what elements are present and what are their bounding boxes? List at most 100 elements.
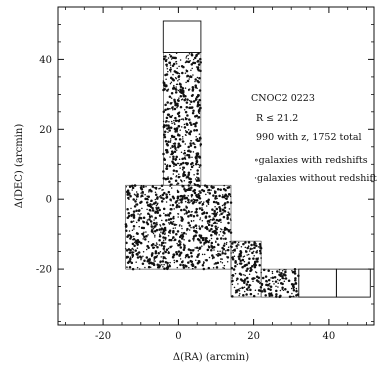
galaxy-without-redshift-point <box>200 201 202 203</box>
galaxy-with-redshift-point <box>165 149 169 152</box>
galaxy-with-redshift-point <box>176 230 180 233</box>
annotation-counts: 990 with z, 1752 total <box>256 132 362 143</box>
galaxy-with-redshift-point <box>267 269 270 273</box>
galaxy-without-redshift-point <box>168 193 171 196</box>
galaxy-without-redshift-point <box>158 266 161 269</box>
galaxy-with-redshift-point <box>184 95 187 98</box>
galaxy-with-redshift-point <box>125 229 128 233</box>
galaxy-without-redshift-point <box>236 243 239 245</box>
galaxy-without-redshift-point <box>182 153 185 155</box>
galaxy-with-redshift-point <box>132 213 135 216</box>
galaxy-with-redshift-point <box>165 165 169 168</box>
galaxy-without-redshift-point <box>214 196 217 199</box>
galaxy-without-redshift-point <box>151 255 153 258</box>
galaxy-without-redshift-point <box>175 61 177 63</box>
galaxy-with-redshift-point <box>168 229 172 233</box>
y-tick-label: 20 <box>39 125 52 136</box>
galaxy-without-redshift-point <box>177 133 179 135</box>
galaxy-with-redshift-point <box>178 144 182 148</box>
galaxy-without-redshift-point <box>187 195 189 197</box>
galaxy-with-redshift-point <box>165 167 168 170</box>
galaxy-with-redshift-point <box>145 234 148 238</box>
galaxy-with-redshift-point <box>174 119 178 122</box>
galaxy-without-redshift-point <box>163 223 166 226</box>
galaxy-with-redshift-point <box>168 164 172 168</box>
galaxy-without-redshift-point <box>217 188 219 190</box>
galaxy-with-redshift-point <box>174 201 178 204</box>
galaxy-without-redshift-point <box>194 178 197 180</box>
galaxy-without-redshift-point <box>142 234 144 237</box>
galaxy-without-redshift-point <box>131 254 133 256</box>
galaxy-with-redshift-point <box>200 225 204 228</box>
galaxy-with-redshift-point <box>258 249 262 253</box>
galaxy-with-redshift-point <box>261 290 264 293</box>
galaxy-with-redshift-point <box>229 231 233 234</box>
galaxy-without-redshift-point <box>210 237 213 240</box>
galaxy-with-redshift-point <box>164 236 167 240</box>
galaxy-without-redshift-point <box>169 198 172 201</box>
galaxy-without-redshift-point <box>215 234 218 236</box>
galaxy-with-redshift-point <box>156 246 159 249</box>
galaxy-with-redshift-point <box>162 81 166 85</box>
galaxy-with-redshift-point <box>139 241 143 245</box>
galaxy-with-redshift-point <box>185 254 188 258</box>
galaxy-without-redshift-point <box>181 168 184 170</box>
galaxy-without-redshift-point <box>169 156 171 158</box>
galaxy-with-redshift-point <box>168 95 172 98</box>
galaxy-with-redshift-point <box>162 110 166 113</box>
galaxy-with-redshift-point <box>190 255 193 258</box>
galaxy-with-redshift-point <box>213 221 217 224</box>
galaxy-without-redshift-point <box>190 226 192 229</box>
x-tick-label: -20 <box>95 331 111 342</box>
galaxy-without-redshift-point <box>149 261 152 264</box>
galaxy-without-redshift-point <box>162 80 165 82</box>
axis-ticks: -20 0 20 40 -20 0 20 40 <box>36 6 374 342</box>
galaxy-without-redshift-point <box>197 249 200 252</box>
galaxy-without-redshift-point <box>198 139 201 142</box>
galaxy-with-redshift-point <box>132 210 136 213</box>
galaxy-with-redshift-point <box>164 177 168 181</box>
galaxy-without-redshift-point <box>162 231 165 234</box>
galaxy-without-redshift-point <box>172 143 175 145</box>
galaxy-without-redshift-point <box>223 195 225 197</box>
galaxy-without-redshift-point <box>136 266 139 269</box>
galaxy-without-redshift-point <box>248 261 250 263</box>
annotation-magnitude-limit: R ≤ 21.2 <box>256 113 298 124</box>
galaxy-with-redshift-point <box>174 130 177 133</box>
galaxy-with-redshift-point <box>153 229 157 233</box>
galaxy-with-redshift-point <box>174 91 178 94</box>
galaxy-without-redshift-point <box>228 214 231 216</box>
galaxy-with-redshift-point <box>193 145 197 149</box>
galaxy-without-redshift-point <box>194 211 196 214</box>
galaxy-without-redshift-point <box>254 277 256 280</box>
galaxy-without-redshift-point <box>169 261 171 264</box>
galaxy-without-redshift-point <box>198 252 200 255</box>
galaxy-without-redshift-point <box>192 198 195 201</box>
galaxy-without-redshift-point <box>226 256 228 258</box>
galaxy-with-redshift-point <box>172 231 175 234</box>
galaxy-without-redshift-point <box>185 233 187 235</box>
galaxy-with-redshift-point <box>167 124 170 127</box>
galaxy-with-redshift-point <box>294 279 297 282</box>
galaxy-without-redshift-point <box>132 220 135 222</box>
galaxy-without-redshift-point <box>170 200 172 202</box>
galaxy-without-redshift-point <box>267 285 269 287</box>
galaxy-without-redshift-point <box>174 71 177 74</box>
galaxy-with-redshift-point <box>231 295 234 298</box>
galaxy-with-redshift-point <box>183 126 187 129</box>
galaxy-without-redshift-point <box>146 208 148 211</box>
galaxy-with-redshift-point <box>194 78 197 81</box>
galaxy-with-redshift-point <box>173 162 176 166</box>
galaxy-with-redshift-point <box>173 144 176 148</box>
galaxy-without-redshift-point <box>194 247 196 249</box>
galaxy-without-redshift-point <box>243 286 246 289</box>
galaxy-without-redshift-point <box>205 193 207 196</box>
galaxy-with-redshift-point <box>174 116 177 120</box>
galaxy-with-redshift-point <box>236 289 239 292</box>
galaxy-with-redshift-point <box>162 88 165 92</box>
galaxy-with-redshift-point <box>164 213 168 217</box>
galaxy-without-redshift-point <box>214 211 216 214</box>
galaxy-with-redshift-point <box>176 98 180 102</box>
galaxy-with-redshift-point <box>250 243 253 247</box>
galaxy-without-redshift-point <box>161 263 163 266</box>
